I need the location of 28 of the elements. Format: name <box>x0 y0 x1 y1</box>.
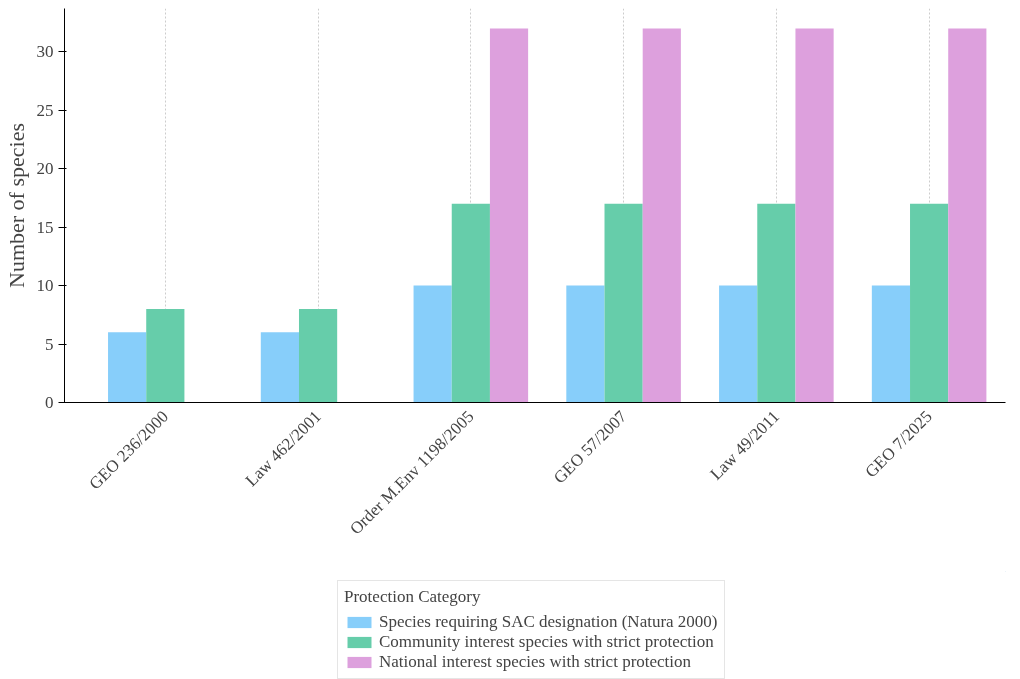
bar <box>719 285 758 403</box>
bar <box>757 203 796 403</box>
bar <box>566 285 605 403</box>
bar <box>260 332 299 403</box>
bar <box>146 308 185 403</box>
bar <box>795 28 834 403</box>
y-tick-label: 10 <box>36 276 54 296</box>
y-tick-label: 20 <box>36 159 54 179</box>
bar <box>604 203 643 403</box>
bar <box>948 28 987 403</box>
legend-label: Community interest species with strict protection <box>379 632 714 652</box>
legend-title: Protection Category <box>344 587 482 607</box>
y-tick-label: 0 <box>45 393 54 412</box>
y-tick-label: 15 <box>36 217 54 237</box>
y-tick-label: 30 <box>36 42 54 62</box>
y-tick-label: 25 <box>36 100 54 120</box>
bar <box>298 308 338 403</box>
legend-label: National interest species with strict protection <box>379 652 692 672</box>
bar <box>910 203 949 403</box>
bar <box>413 285 452 403</box>
bar <box>642 28 681 403</box>
y-tick-label: 5 <box>45 334 54 354</box>
bar <box>489 28 529 403</box>
bar <box>871 285 911 403</box>
bar <box>108 332 147 403</box>
y-axis-title: Number of species <box>3 123 29 288</box>
bar <box>451 203 490 403</box>
legend-label: Species requiring SAC designation (Natura 2000) <box>379 612 718 632</box>
